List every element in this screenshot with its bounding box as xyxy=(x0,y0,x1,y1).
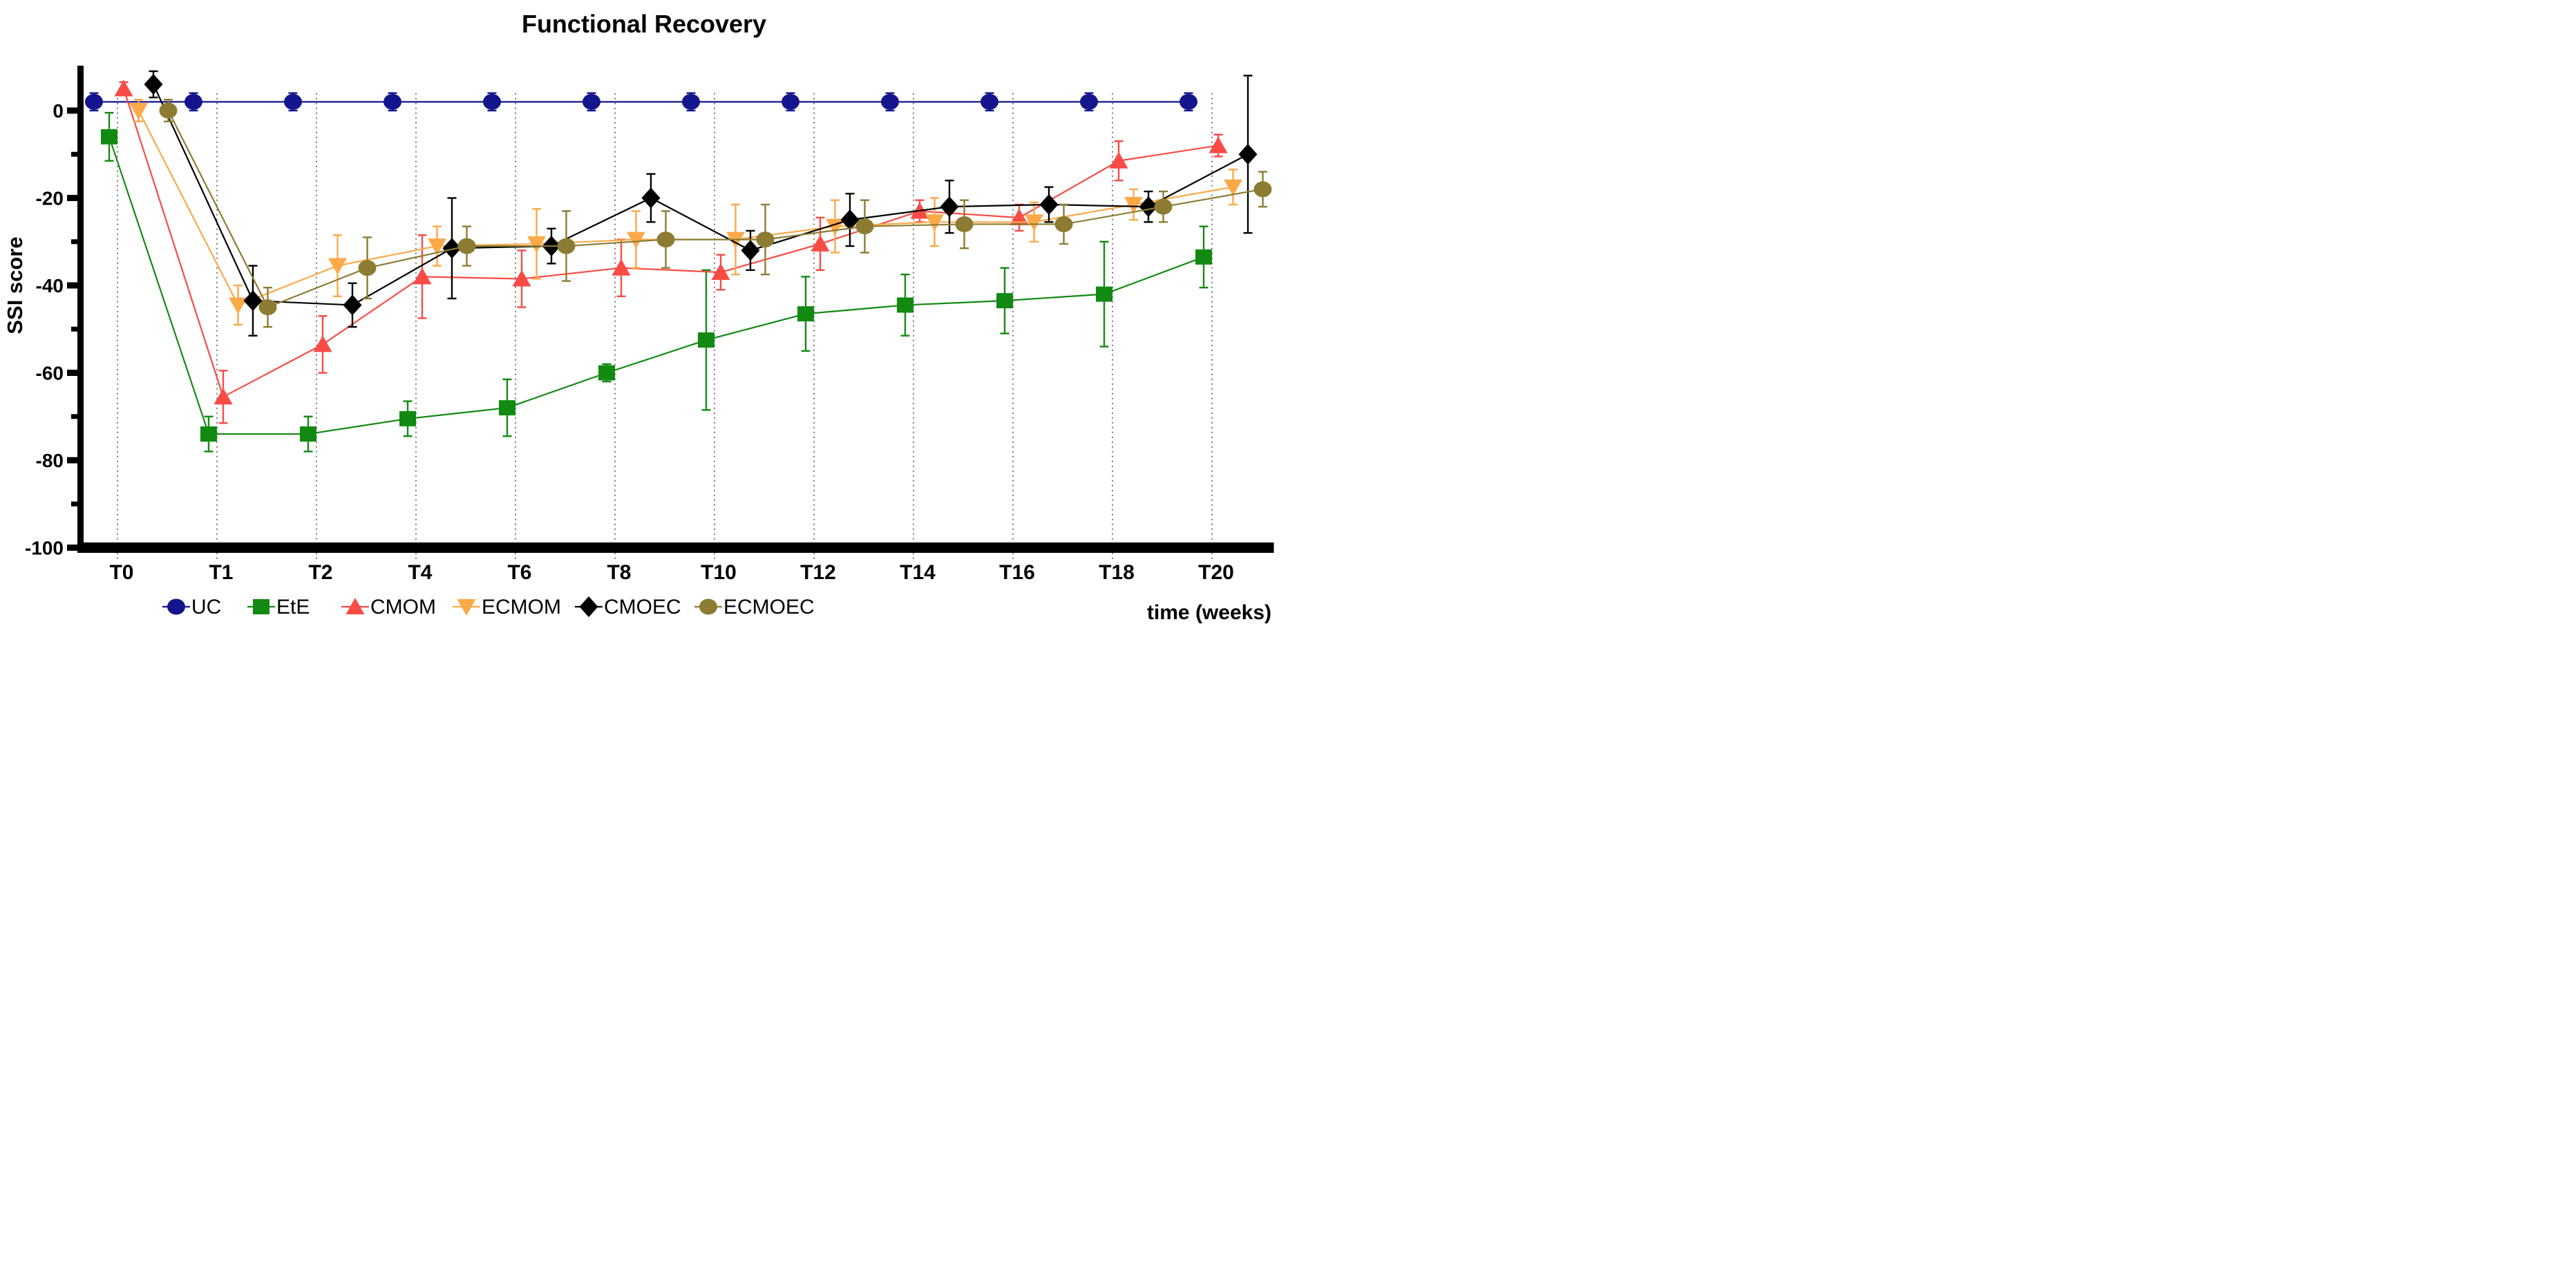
x-tick-label-T4: T4 xyxy=(408,561,432,584)
y-tick-label: -80 xyxy=(36,450,64,471)
legend-item-ECMOEC: ECMOEC xyxy=(694,596,815,618)
y-tick-label: -20 xyxy=(36,188,64,209)
y-tick-label: -100 xyxy=(25,538,64,559)
legend-label-CMOM: CMOM xyxy=(370,596,436,618)
x-tick-label-T1: T1 xyxy=(209,561,233,584)
x-tick-labels: T0 T1 T2 T4 T6 T8 T10 T12 T14 T16 T18 T20 xyxy=(109,561,1233,584)
legend-item-ECMOM: ECMOM xyxy=(453,596,561,618)
y-tick-label: -60 xyxy=(36,363,64,384)
x-tick-label-T12: T12 xyxy=(800,561,836,584)
axes xyxy=(77,66,1274,553)
legend-label-ECMOM: ECMOM xyxy=(482,596,561,618)
series-UC xyxy=(85,92,1197,112)
series-CMOM xyxy=(114,79,1228,424)
gridlines xyxy=(117,93,1213,560)
series-ECMOEC xyxy=(159,98,1272,328)
y-tick-label: -40 xyxy=(36,275,64,296)
x-tick-label-T20: T20 xyxy=(1198,561,1234,584)
series-EtE xyxy=(101,111,1212,453)
legend-item-CMOM: CMOM xyxy=(341,596,436,618)
legend-item-UC: UC xyxy=(162,596,221,618)
series-ECMOM xyxy=(129,98,1242,326)
y-axis-line xyxy=(77,66,84,553)
x-axis-line xyxy=(77,542,1274,553)
x-tick-label-T16: T16 xyxy=(999,561,1035,584)
y-tick-label: 0 xyxy=(53,100,64,122)
chart-figure: Functional Recovery SSI score 0 -20 -40 -60… xyxy=(0,0,1288,633)
series-markers-EtE xyxy=(101,129,1212,442)
x-tick-label-T10: T10 xyxy=(701,561,737,584)
legend-label-CMOEC: CMOEC xyxy=(604,596,681,618)
x-tick-label-T14: T14 xyxy=(900,561,936,584)
x-tick-label-T6: T6 xyxy=(507,561,531,584)
legend: UC EtE CMOM ECMOM CMOEC ECMOEC xyxy=(162,596,815,618)
x-axis-label: time (weeks) xyxy=(1146,601,1271,624)
legend-item-CMOEC: CMOEC xyxy=(575,596,681,618)
legend-label-EtE: EtE xyxy=(276,596,310,618)
x-tick-label-T0: T0 xyxy=(109,561,133,584)
x-tick-label-T18: T18 xyxy=(1099,561,1135,584)
x-tick-label-T2: T2 xyxy=(308,561,332,584)
legend-label-ECMOEC: ECMOEC xyxy=(723,596,815,618)
series-markers-ECMOEC xyxy=(159,102,1272,316)
legend-label-UC: UC xyxy=(191,596,221,618)
series-markers-UC xyxy=(85,93,1197,110)
legend-item-EtE: EtE xyxy=(247,596,310,618)
chart-canvas: 0 -20 -40 -60 -80 -100 T0 T1 T2 T4 T6 T8 T10 T12 T14 T1… xyxy=(25,66,1274,618)
y-ticks: 0 -20 -40 -60 -80 -100 xyxy=(25,100,81,559)
chart-title: Functional Recovery xyxy=(521,10,767,38)
x-tick-label-T8: T8 xyxy=(607,561,631,584)
